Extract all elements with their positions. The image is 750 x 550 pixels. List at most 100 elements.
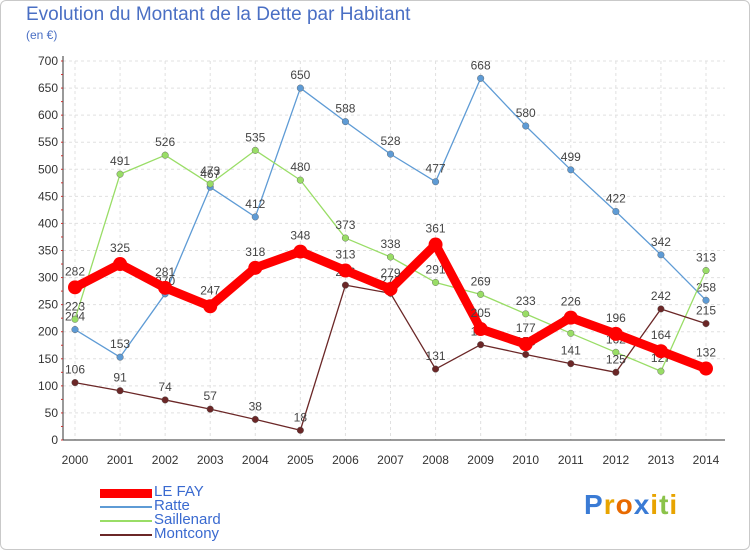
data-label: 233: [516, 294, 536, 308]
data-label: 164: [651, 328, 671, 342]
data-point: [71, 379, 79, 387]
data-label: 422: [606, 192, 626, 206]
data-label: 588: [335, 102, 355, 116]
legend-item: LE FAY: [100, 483, 300, 500]
y-tick-label: 0: [51, 433, 58, 447]
logo-letter: i: [669, 489, 679, 520]
data-point: [657, 305, 665, 313]
data-point: [567, 360, 575, 368]
data-point: [522, 350, 530, 358]
data-label: 473: [200, 164, 220, 178]
data-label: 215: [696, 304, 716, 318]
legend-item: Montcony: [100, 525, 300, 542]
data-label: 535: [245, 130, 265, 144]
data-label: 373: [335, 218, 355, 232]
y-tick-label: 400: [38, 216, 58, 230]
data-point: [341, 281, 349, 289]
data-point: [206, 180, 214, 188]
legend-swatch: [100, 489, 152, 498]
logo-letter: o: [615, 489, 634, 520]
y-tick-label: 450: [38, 189, 58, 203]
x-tick-label: 2009: [467, 453, 494, 467]
data-label: 325: [110, 241, 130, 255]
data-label: 528: [380, 134, 400, 148]
data-point: [161, 396, 169, 404]
data-label: 318: [245, 245, 265, 259]
y-tick-label: 550: [38, 135, 58, 149]
data-point: [473, 322, 488, 337]
x-tick-label: 2007: [377, 453, 404, 467]
data-label: 480: [290, 160, 310, 174]
data-point: [116, 387, 124, 395]
y-tick-label: 650: [38, 81, 58, 95]
data-point: [702, 296, 710, 304]
data-point: [608, 326, 623, 341]
data-label: 580: [516, 106, 536, 120]
data-label: 477: [426, 162, 446, 176]
data-point: [567, 166, 575, 174]
data-label: 125: [606, 352, 626, 366]
data-point: [293, 244, 308, 259]
data-point: [522, 310, 530, 318]
data-point: [702, 320, 710, 328]
data-point: [251, 146, 259, 154]
data-point: [699, 361, 713, 376]
y-tick-label: 100: [38, 379, 58, 393]
data-point: [296, 84, 304, 92]
data-label: 226: [561, 295, 581, 309]
data-point: [71, 326, 79, 334]
legend-label: Montcony: [154, 525, 220, 542]
data-label: 291: [426, 262, 446, 276]
x-tick-label: 2001: [107, 453, 134, 467]
data-label: 18: [294, 410, 308, 424]
data-label: 242: [651, 289, 671, 303]
logo-letter: P: [584, 489, 604, 520]
legend: LE FAY Ratte Saillenard Montcony: [100, 483, 300, 542]
data-point: [113, 257, 128, 272]
y-tick-label: 50: [45, 406, 59, 420]
data-point: [477, 341, 485, 349]
data-label: 499: [561, 150, 581, 164]
data-point: [522, 122, 530, 130]
proxiti-logo: Proxiti: [584, 489, 678, 521]
data-label: 131: [426, 349, 446, 363]
data-point: [612, 368, 620, 376]
data-label: 412: [245, 197, 265, 211]
legend-swatch: [100, 520, 152, 522]
y-tick-label: 600: [38, 108, 58, 122]
data-label: 57: [204, 389, 218, 403]
y-tick-label: 350: [38, 244, 58, 258]
data-point: [518, 337, 533, 352]
data-label: 205: [471, 306, 491, 320]
data-point: [432, 178, 440, 186]
data-point: [158, 280, 173, 295]
data-point: [702, 267, 710, 275]
x-tick-label: 2003: [197, 453, 224, 467]
data-point: [387, 253, 395, 261]
data-point: [203, 299, 218, 314]
data-label: 74: [158, 380, 172, 394]
data-point: [296, 176, 304, 184]
data-label: 106: [65, 363, 85, 377]
data-label: 247: [200, 283, 220, 297]
x-tick-label: 2012: [603, 453, 630, 467]
data-label: 281: [155, 265, 175, 279]
data-label: 282: [65, 264, 85, 278]
data-point: [71, 315, 79, 323]
data-point: [432, 278, 440, 286]
logo-letter: x: [633, 489, 651, 520]
data-label: 177: [516, 321, 536, 335]
y-tick-label: 250: [38, 298, 58, 312]
data-point: [612, 208, 620, 216]
data-point: [251, 415, 259, 423]
data-label: 526: [155, 135, 175, 149]
logo-letter: r: [603, 489, 616, 520]
data-point: [657, 251, 665, 259]
data-label: 141: [561, 344, 581, 358]
data-label: 91: [113, 371, 127, 385]
logo-letter: t: [659, 489, 670, 520]
legend-swatch: [100, 506, 152, 508]
data-point: [563, 310, 578, 325]
data-point: [341, 234, 349, 242]
legend-label: LE FAY: [154, 483, 204, 500]
